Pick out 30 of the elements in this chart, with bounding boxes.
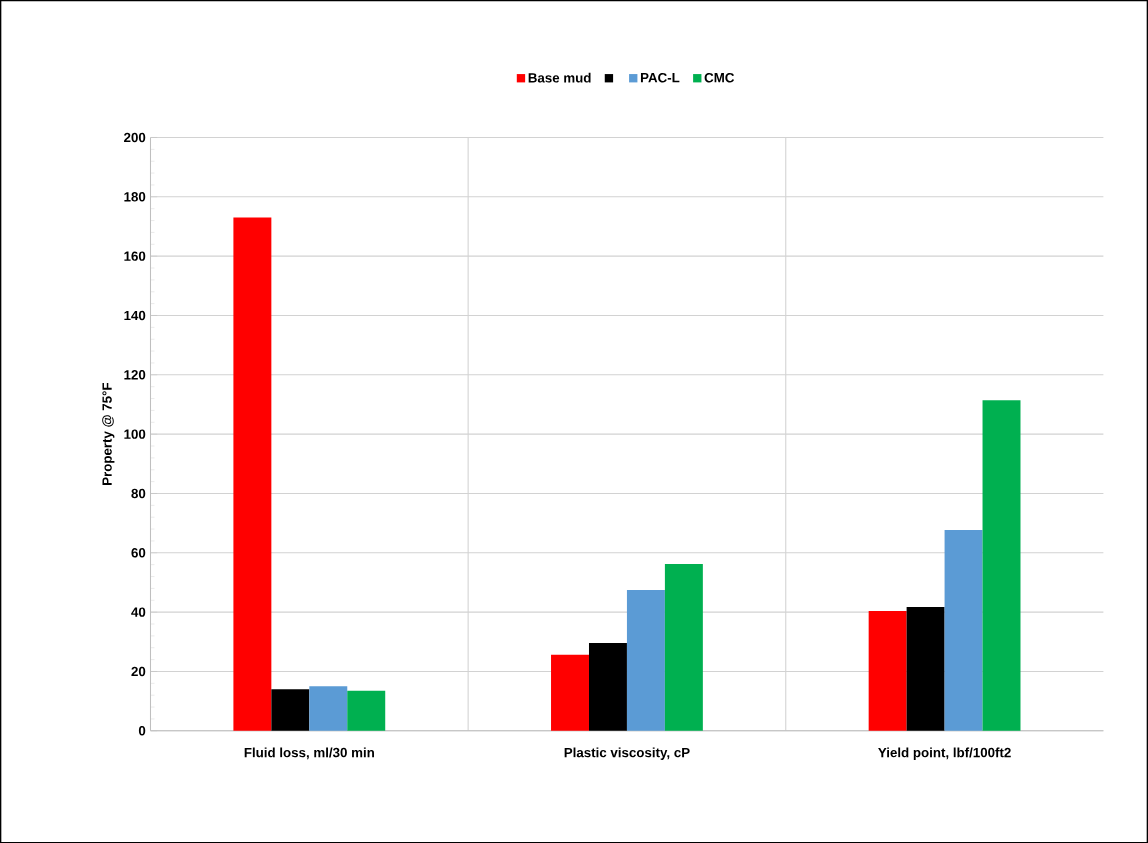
legend-label: Base mud	[528, 72, 591, 83]
bar	[664, 563, 703, 731]
y-tick-label: 140	[124, 310, 146, 321]
bar	[588, 642, 627, 731]
y-tick-label: 100	[124, 429, 146, 439]
bar	[626, 589, 665, 731]
x-tick-label: Plastic viscosity, cP	[564, 747, 690, 760]
y-tick-label: 200	[124, 132, 146, 143]
y-tick-label: 180	[124, 191, 146, 202]
legend-label: PAC-L	[640, 72, 680, 83]
y-tick-label: 0	[138, 725, 146, 736]
x-tick-label: Yield point, lbf/100ft2	[878, 747, 1011, 760]
bar	[906, 606, 945, 731]
bar	[551, 654, 589, 731]
bar	[982, 400, 1021, 731]
y-tick-label: 80	[131, 488, 146, 499]
y-tick-label: 20	[131, 666, 146, 677]
x-tick-label: Fluid loss, ml/30 min	[244, 747, 374, 760]
bar	[347, 690, 386, 731]
bar	[868, 610, 907, 731]
bar	[233, 217, 272, 731]
bar	[271, 689, 310, 731]
y-tick-label: 60	[131, 547, 146, 558]
legend-label: CMC	[704, 72, 735, 83]
bar	[944, 529, 983, 731]
y-tick-label: 160	[124, 251, 146, 261]
y-tick-label: 40	[131, 607, 146, 617]
y-axis-title: Property @ 75°F	[102, 382, 115, 485]
bar	[309, 686, 348, 731]
y-tick-label: 120	[124, 369, 146, 380]
